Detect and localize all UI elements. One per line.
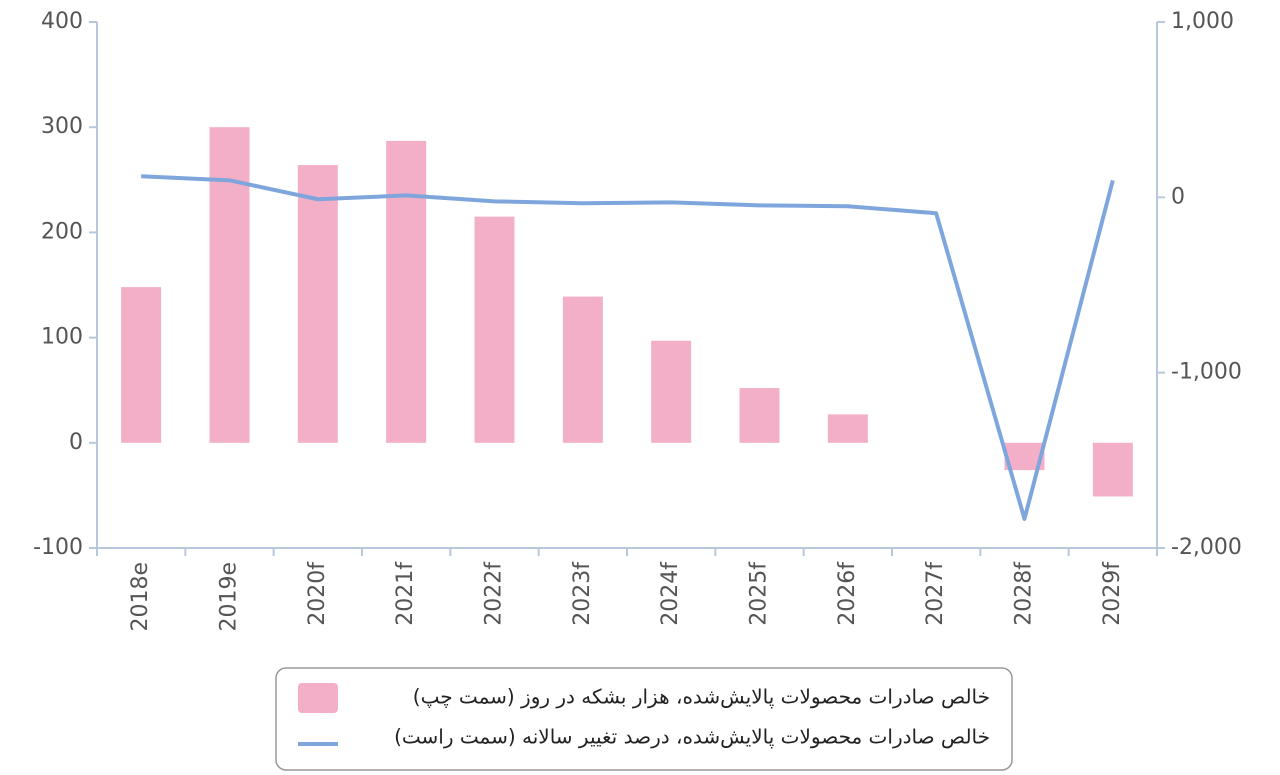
legend-label: خالص صادرات محصولات پالایش‌شده، هزار بشک… <box>413 685 990 710</box>
y2-tick-label: -1,000 <box>1171 360 1242 385</box>
x-tick-label: 2021f <box>393 561 418 626</box>
y2-tick-label: 1,000 <box>1171 9 1234 34</box>
legend-label: خالص صادرات محصولات پالایش‌شده، درصد تغی… <box>394 725 990 750</box>
bar <box>827 414 868 443</box>
legend-box <box>275 667 1013 771</box>
y-tick-label: 400 <box>41 9 83 34</box>
legend-swatch <box>298 683 338 713</box>
y2-tick-label: -2,000 <box>1171 535 1242 560</box>
bar <box>739 388 780 443</box>
y-tick-label: 0 <box>69 430 83 455</box>
y2-tick-label: 0 <box>1171 184 1185 209</box>
bar <box>651 340 692 443</box>
x-tick-label: 2023f <box>570 561 595 626</box>
bar <box>386 140 427 443</box>
bar <box>209 127 250 443</box>
bar <box>297 165 338 443</box>
y-tick-label: 300 <box>41 114 83 139</box>
x-tick-label: 2020f <box>305 561 330 626</box>
x-tick-label: 2028f <box>1012 561 1037 626</box>
x-tick-label: 2019e <box>217 562 242 632</box>
x-tick-label: 2022f <box>482 561 507 626</box>
x-tick-label: 2027f <box>923 561 948 626</box>
x-tick-label: 2029f <box>1100 561 1125 626</box>
y-tick-label: 200 <box>41 219 83 244</box>
x-tick-label: 2025f <box>747 561 772 626</box>
y-tick-label: 100 <box>41 325 83 350</box>
line <box>141 174 1115 521</box>
x-tick-label: 2018e <box>128 562 153 632</box>
y-tick-label: -100 <box>33 535 83 560</box>
bar <box>121 287 162 443</box>
bar <box>562 296 603 443</box>
x-tick-label: 2024f <box>658 561 683 626</box>
x-tick-label: 2026f <box>835 561 860 626</box>
bar <box>1092 442 1133 497</box>
bar <box>474 216 515 443</box>
